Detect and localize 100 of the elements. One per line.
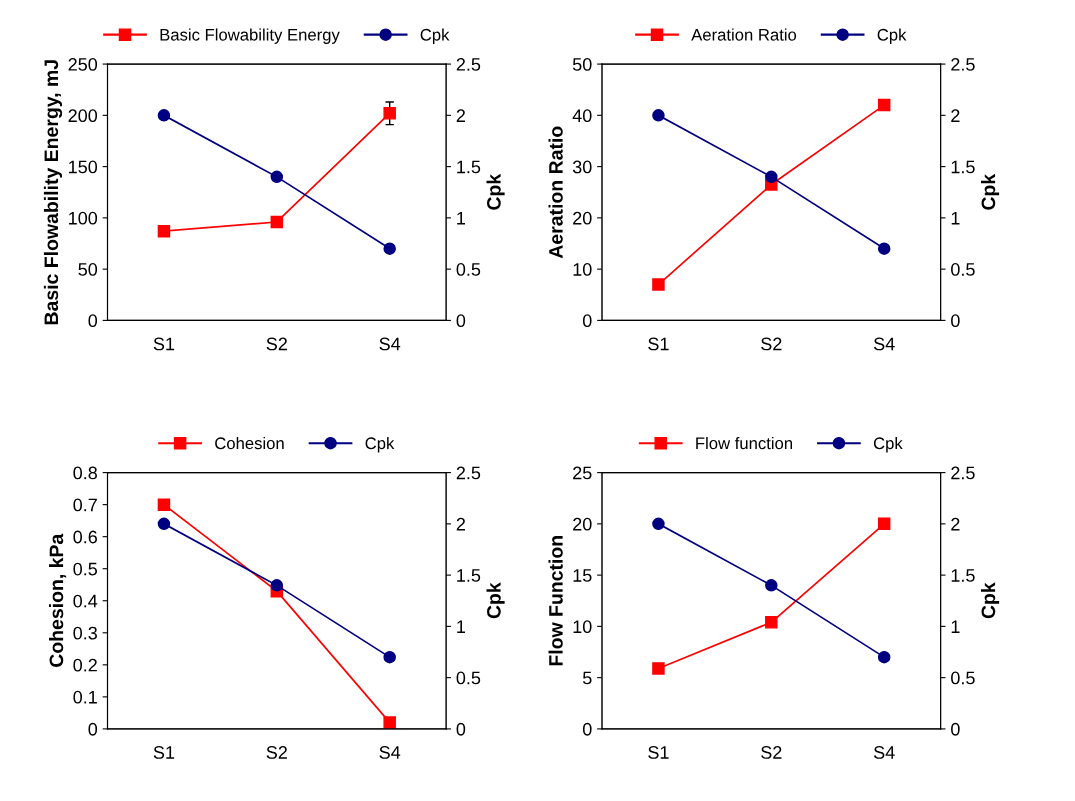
y-tick-label: 100 [69,211,98,225]
y-axis-title: Flow Function [548,536,563,666]
y2-tick-label: 0 [456,722,466,736]
x-tick-label: S1 [153,746,175,759]
y2-axis-title: Cpk [981,173,1000,210]
point [652,517,665,531]
y-tick-label: 0.2 [73,658,97,672]
legend-label: Cpk [877,28,907,44]
legend-label: Basic Flowability Energy [160,28,340,44]
y-tick-label: 0 [88,314,98,328]
y2-tick-label: 0 [951,722,960,736]
y-tick-label: 0.4 [73,594,98,608]
x-tick-label: S4 [873,746,895,759]
y2-tick-label: 0.5 [456,263,481,276]
point [383,650,396,664]
y-tick-label: 50 [78,263,98,276]
y-tick-label: 0 [582,314,592,328]
point [157,498,171,511]
x-tick-label: S2 [266,337,287,351]
y-tick-label: 200 [68,109,98,123]
y-axis-title: Basic Flowability Energy, mJ [43,60,63,325]
y-tick-label: 0.6 [73,530,97,544]
y-tick-label: 10 [573,263,592,276]
y-tick-label: 25 [573,466,592,480]
y2-tick-label: 1 [457,211,466,225]
legend-label: Flow function [696,436,793,450]
y2-tick-label: 1 [951,211,960,225]
point [383,242,396,255]
point [652,109,665,122]
y2-tick-label: 2 [456,109,465,122]
point [270,170,284,184]
x-tick-label: S1 [153,337,175,351]
y-tick-label: 30 [572,160,592,174]
y-tick-label: 0.8 [73,466,97,480]
point [877,650,891,664]
x-tick-label: S2 [266,746,287,759]
y2-tick-label: 1.5 [951,160,975,174]
y2-tick-label: 1.5 [457,160,481,174]
x-tick-label: S4 [379,746,401,759]
y-tick-label: 10 [573,620,592,634]
point [383,716,396,729]
y-tick-label: 20 [573,517,592,531]
point [765,579,778,592]
point [765,170,778,184]
point [652,662,665,675]
y2-tick-label: 1.5 [951,569,975,582]
y2-tick-label: 1 [457,620,466,633]
y-tick-label: 5 [582,671,592,685]
x-tick-label: S4 [379,337,401,351]
point [157,109,171,122]
y2-tick-label: 0.5 [456,671,481,685]
y-tick-label: 20 [573,211,592,225]
point [383,107,396,120]
point [270,215,284,229]
y-tick-label: 50 [572,58,592,71]
legend-label: Cpk [365,436,395,453]
y2-tick-label: 2.5 [456,58,481,71]
point [877,242,891,255]
legend-label: Cohesion [215,436,284,450]
y-tick-label: 15 [573,569,592,582]
y2-tick-label: 2 [951,517,960,531]
y2-tick-label: 2.5 [456,466,481,480]
y2-axis-title: Cpk [486,582,505,619]
y-tick-label: 0.5 [73,562,98,576]
y-tick-label: 150 [69,160,98,174]
y2-tick-label: 0 [951,314,960,328]
y2-tick-label: 1 [951,620,960,633]
y-axis-title: Cohesion, kPa [49,533,67,667]
y-tick-label: 0 [582,722,592,736]
y2-axis-title: Cpk [981,582,1000,619]
x-tick-label: S4 [873,337,895,351]
point [270,579,284,592]
point [877,517,891,531]
y2-tick-label: 2.5 [951,466,975,480]
x-tick-label: S1 [648,337,669,351]
y-tick-label: 40 [572,109,592,123]
x-tick-label: S2 [761,337,782,351]
y-tick-label: 0.1 [73,690,97,704]
y2-axis-title: Cpk [486,173,505,210]
legend-label: Aeration Ratio [691,28,797,41]
y-tick-label: 0.7 [73,498,97,512]
y-axis-title: Aeration Ratio [548,126,563,259]
y2-tick-label: 0 [456,314,466,328]
point [877,98,891,112]
y-tick-label: 0 [88,722,98,736]
point [157,224,171,238]
legend-label: Cpk [420,28,450,44]
y-tick-label: 250 [68,58,98,71]
y2-tick-label: 2.5 [951,58,975,71]
point [765,616,778,629]
y2-tick-label: 0.5 [951,671,975,685]
point [157,517,171,531]
y2-tick-label: 2 [951,109,960,122]
y-tick-label: 0.3 [73,626,97,640]
legend-label: Cpk [873,436,903,453]
y2-tick-label: 2 [456,517,465,531]
x-tick-label: S1 [648,746,669,759]
point [652,278,665,291]
x-tick-label: S2 [761,746,782,759]
y2-tick-label: 1.5 [457,569,481,582]
